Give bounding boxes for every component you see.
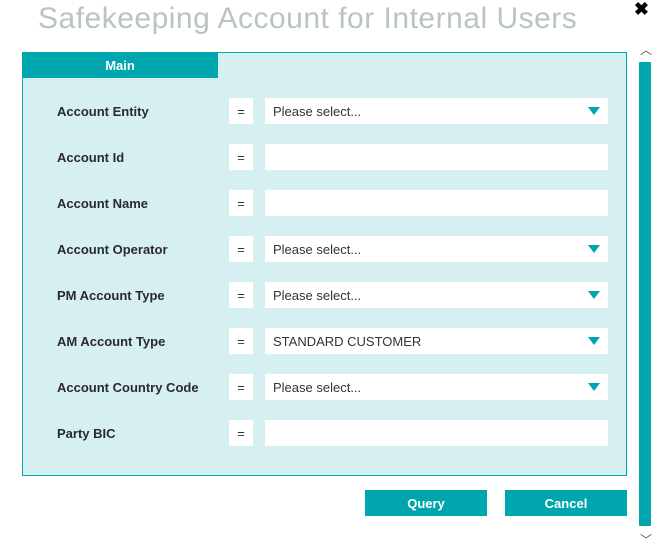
input-party-bic-wrap: [265, 420, 608, 446]
operator-party-bic[interactable]: =: [229, 420, 253, 446]
operator-account-entity[interactable]: =: [229, 98, 253, 124]
button-bar: Query Cancel: [0, 476, 655, 516]
input-account-id[interactable]: [265, 144, 608, 170]
page-title: Safekeeping Account for Internal Users: [0, 0, 655, 36]
row-account-operator: Account Operator = Please select...: [53, 233, 608, 265]
row-party-bic: Party BIC =: [53, 417, 608, 449]
label-account-country: Account Country Code: [53, 380, 229, 395]
row-am-account-type: AM Account Type = STANDARD CUSTOMER: [53, 325, 608, 357]
select-account-country[interactable]: Please select...: [265, 374, 608, 400]
select-pm-account-type-value: Please select...: [273, 288, 361, 303]
input-account-name-wrap: [265, 190, 608, 216]
vertical-scrollbar[interactable]: ︿ ﹀: [637, 40, 655, 548]
chevron-down-icon: [588, 245, 600, 253]
scroll-up-icon[interactable]: ︿: [637, 40, 655, 58]
select-am-account-type-value: STANDARD CUSTOMER: [273, 334, 421, 349]
label-party-bic: Party BIC: [53, 426, 229, 441]
chevron-down-icon: [588, 291, 600, 299]
row-account-id: Account Id =: [53, 141, 608, 173]
tab-main[interactable]: Main: [22, 52, 218, 78]
select-account-country-value: Please select...: [273, 380, 361, 395]
query-button[interactable]: Query: [365, 490, 487, 516]
row-account-name: Account Name =: [53, 187, 608, 219]
row-account-entity: Account Entity = Please select...: [53, 95, 608, 127]
select-account-operator[interactable]: Please select...: [265, 236, 608, 262]
scrollbar-thumb[interactable]: [639, 62, 651, 526]
main-panel: Main Account Entity = Please select... A…: [22, 52, 627, 476]
row-account-country: Account Country Code = Please select...: [53, 371, 608, 403]
operator-account-country[interactable]: =: [229, 374, 253, 400]
select-pm-account-type[interactable]: Please select...: [265, 282, 608, 308]
operator-am-account-type[interactable]: =: [229, 328, 253, 354]
operator-account-name[interactable]: =: [229, 190, 253, 216]
label-account-operator: Account Operator: [53, 242, 229, 257]
chevron-down-icon: [588, 383, 600, 391]
operator-account-operator[interactable]: =: [229, 236, 253, 262]
label-am-account-type: AM Account Type: [53, 334, 229, 349]
chevron-down-icon: [588, 107, 600, 115]
row-pm-account-type: PM Account Type = Please select...: [53, 279, 608, 311]
input-account-id-wrap: [265, 144, 608, 170]
input-party-bic[interactable]: [265, 420, 608, 446]
select-account-entity[interactable]: Please select...: [265, 98, 608, 124]
close-icon[interactable]: ✖: [634, 0, 649, 18]
operator-pm-account-type[interactable]: =: [229, 282, 253, 308]
chevron-down-icon: [588, 337, 600, 345]
select-account-entity-value: Please select...: [273, 104, 361, 119]
scroll-down-icon[interactable]: ﹀: [637, 530, 655, 548]
label-account-name: Account Name: [53, 196, 229, 211]
operator-account-id[interactable]: =: [229, 144, 253, 170]
select-account-operator-value: Please select...: [273, 242, 361, 257]
input-account-name[interactable]: [265, 190, 608, 216]
select-am-account-type[interactable]: STANDARD CUSTOMER: [265, 328, 608, 354]
cancel-button[interactable]: Cancel: [505, 490, 627, 516]
label-pm-account-type: PM Account Type: [53, 288, 229, 303]
label-account-id: Account Id: [53, 150, 229, 165]
label-account-entity: Account Entity: [53, 104, 229, 119]
